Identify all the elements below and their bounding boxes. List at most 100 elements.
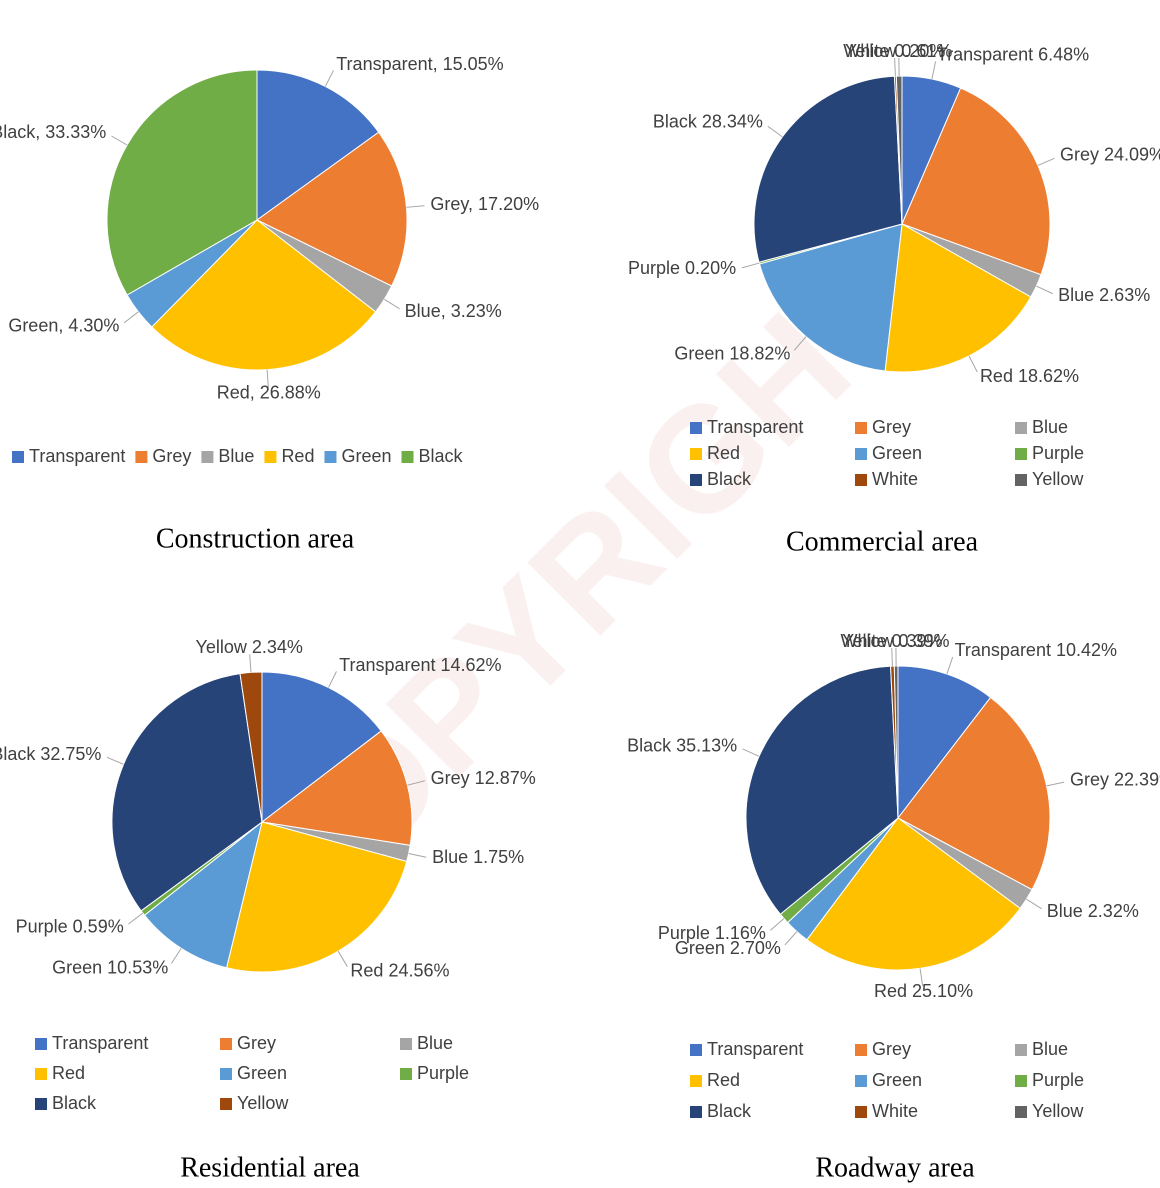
legend-swatch [400, 1068, 412, 1080]
leader-line [891, 648, 893, 667]
data-label: Green 18.82% [674, 344, 790, 364]
data-label: Black 28.34% [653, 111, 763, 131]
legend-label: Purple [1032, 1070, 1084, 1090]
data-label: Red 24.56% [350, 961, 449, 981]
legend-label: Yellow [1032, 469, 1084, 489]
legend-swatch [35, 1068, 47, 1080]
legend-swatch [855, 1106, 867, 1118]
pie-slice [745, 665, 899, 915]
data-label: Green 10.53% [52, 957, 168, 977]
legend-swatch [201, 451, 214, 463]
data-label: Blue, 3.23% [405, 301, 502, 321]
leader-line [111, 135, 128, 146]
legend-label: Red [707, 1070, 740, 1090]
data-label: Grey, 17.20% [430, 194, 539, 214]
legend-swatch [135, 451, 148, 463]
legend-swatch [855, 1075, 867, 1087]
leader-line [407, 780, 425, 786]
data-label: Purple 1.16% [658, 923, 766, 943]
data-label: Black 32.75% [0, 744, 101, 764]
legend-label: White [872, 1101, 918, 1121]
leader-line [1046, 781, 1065, 787]
legend-swatch [855, 422, 867, 434]
leader-line [946, 656, 954, 675]
pie-slice [897, 665, 992, 820]
legend-label: Blue [417, 1033, 453, 1053]
legend-swatch [220, 1038, 232, 1050]
data-label: Black, 33.33% [0, 122, 106, 142]
data-label: Yellow 2.34% [196, 637, 303, 657]
data-label: Red, 26.88% [217, 382, 321, 402]
pie-slice [884, 223, 1032, 373]
pie-slice [106, 69, 258, 296]
legend-swatch [400, 1038, 412, 1050]
data-label: White 0.39% [841, 631, 943, 651]
data-label: Green 2.70% [675, 938, 781, 958]
data-label: Grey 12.87% [431, 768, 536, 788]
legend-label: Red [707, 443, 740, 463]
data-label: Purple 0.59% [16, 916, 124, 936]
data-label: Transparent, 15.05% [336, 54, 503, 74]
legend-swatch [1015, 448, 1027, 460]
legend-swatch [1015, 1044, 1027, 1056]
leader-line [741, 262, 760, 269]
legend-swatch [220, 1098, 232, 1110]
legend-label: Grey [872, 417, 911, 437]
legend-swatch [35, 1098, 47, 1110]
legend-label: Transparent [707, 1039, 803, 1059]
legend-swatch [220, 1068, 232, 1080]
legend-swatch [855, 474, 867, 486]
data-label: Yellow 0.39% [842, 631, 949, 651]
data-label: Blue 2.32% [1047, 901, 1139, 921]
legend-swatch [1015, 474, 1027, 486]
legend-label: Black [419, 446, 464, 466]
legend-label: Grey [237, 1033, 276, 1053]
legend-label: Green [872, 443, 922, 463]
legend-label: Black [707, 469, 752, 489]
leader-line [931, 61, 937, 80]
leader-line [328, 671, 337, 688]
data-label: Green, 4.30% [8, 315, 119, 335]
leader-line [106, 756, 124, 765]
leader-line [1026, 898, 1042, 910]
legend-label: Blue [218, 446, 254, 466]
pie-slice [225, 821, 408, 973]
leader-line [894, 58, 896, 77]
chart-caption: Construction area [156, 523, 355, 554]
legend-label: Green [872, 1070, 922, 1090]
legend-swatch [1015, 1106, 1027, 1118]
legend-label: Blue [1032, 417, 1068, 437]
leader-line [784, 931, 798, 946]
legend-label: Blue [1032, 1039, 1068, 1059]
legend-swatch [12, 451, 24, 463]
legend-label: Purple [1032, 443, 1084, 463]
pie-slice [893, 665, 899, 819]
data-label: Transparent 14.62% [339, 655, 501, 675]
legend-swatch [1015, 1075, 1027, 1087]
legend-label: Transparent [29, 446, 125, 466]
legend-label: Green [237, 1063, 287, 1083]
legend-swatch [690, 1075, 702, 1087]
leader-line [123, 311, 139, 324]
data-label: Blue 2.63% [1058, 285, 1150, 305]
legend-swatch [401, 451, 414, 463]
data-label: Grey 22.39% [1070, 770, 1160, 790]
data-label: Blue 1.75% [432, 847, 524, 867]
leader-line [408, 852, 427, 858]
legend-swatch [855, 1044, 867, 1056]
legend-label: Grey [872, 1039, 911, 1059]
leader-line [919, 968, 924, 987]
pie-slice [901, 87, 1051, 276]
leader-line [249, 654, 252, 673]
legend-label: Green [341, 446, 391, 466]
leader-line [406, 205, 425, 208]
legend-label: Transparent [52, 1033, 148, 1053]
leader-line [384, 298, 400, 310]
data-label: Red 25.10% [874, 981, 973, 1001]
legend-label: Red [281, 446, 314, 466]
chart-caption: Commercial area [786, 526, 979, 557]
legend-swatch [690, 1106, 702, 1118]
legend-label: Black [52, 1093, 97, 1113]
data-label: Transparent 6.48% [937, 44, 1089, 64]
